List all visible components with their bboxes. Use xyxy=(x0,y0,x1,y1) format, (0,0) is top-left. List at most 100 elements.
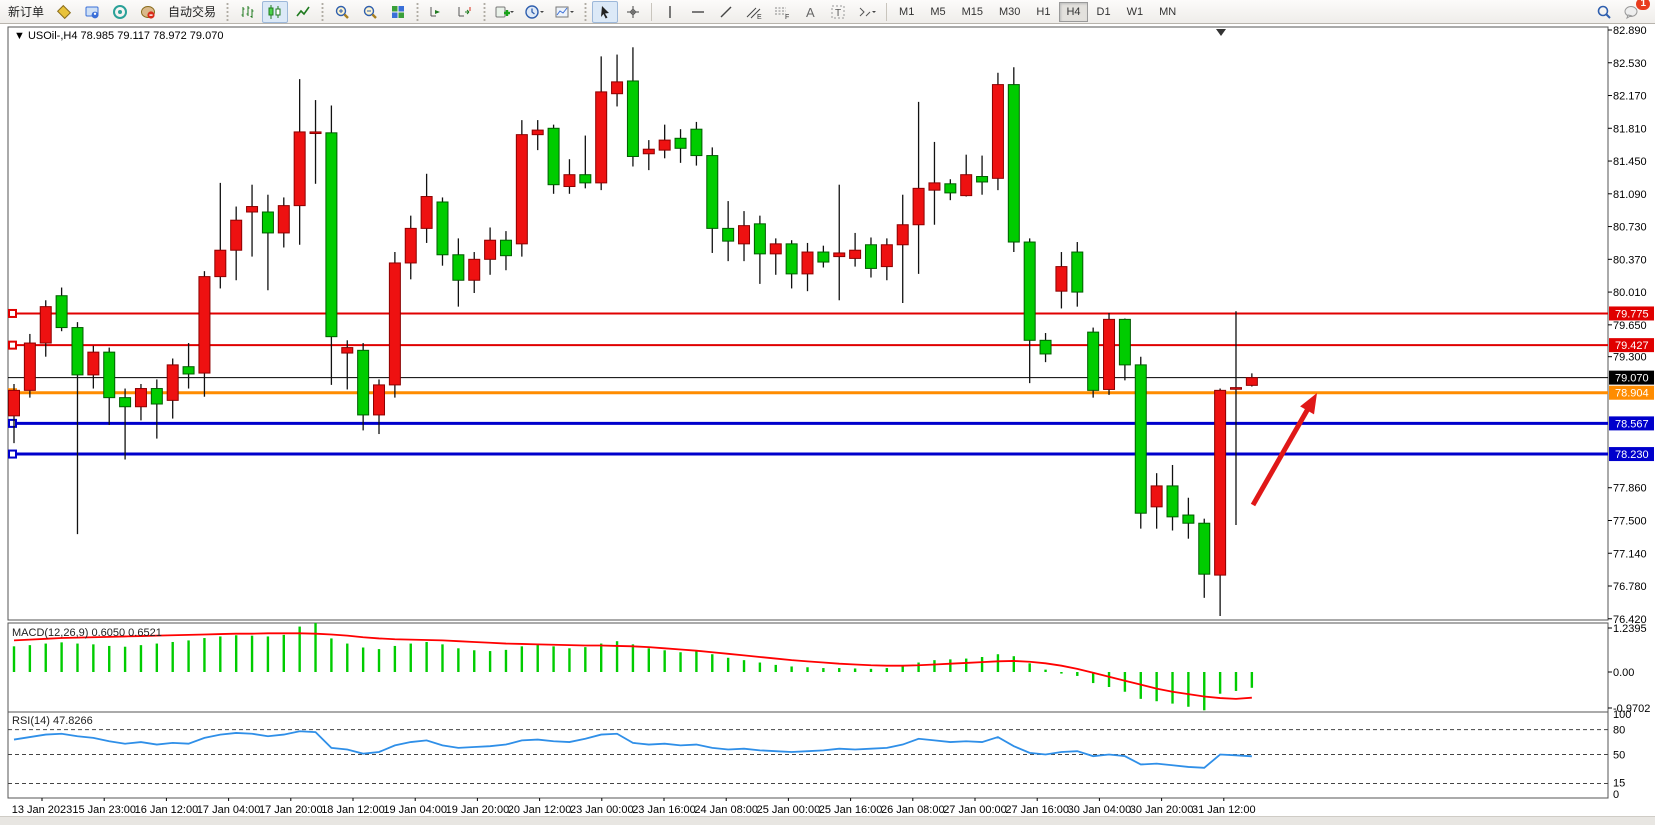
svg-text:76.780: 76.780 xyxy=(1613,581,1647,593)
price-level-lines[interactable]: 79.775 79.427 79.070 78.904 78.567 78.230 xyxy=(8,306,1654,462)
status-strip xyxy=(0,816,1655,825)
timeframe-m5[interactable]: M5 xyxy=(930,5,946,18)
vertical-line-icon[interactable] xyxy=(657,1,683,23)
svg-text:82.890: 82.890 xyxy=(1613,25,1647,37)
svg-text:50: 50 xyxy=(1613,750,1625,762)
svg-text:27 Jan 16:00: 27 Jan 16:00 xyxy=(1005,804,1069,816)
svg-text:30 Jan 20:00: 30 Jan 20:00 xyxy=(1130,804,1194,816)
price-axis[interactable]: 82.890 82.530 82.170 81.810 81.450 81.090 80.7… xyxy=(1608,25,1647,626)
timeframe-m30[interactable]: M30 xyxy=(999,5,1021,18)
svg-text:0.00: 0.00 xyxy=(1613,667,1634,679)
toolbar-grip xyxy=(583,2,589,21)
svg-text:15 Jan 23:00: 15 Jan 23:00 xyxy=(72,804,136,816)
svg-text:19 Jan 04:00: 19 Jan 04:00 xyxy=(383,804,447,816)
svg-text:81.090: 81.090 xyxy=(1613,189,1647,201)
trend-arrow-annotation[interactable] xyxy=(1250,393,1317,507)
period-icon[interactable] xyxy=(521,1,549,23)
add-chart-icon[interactable] xyxy=(491,1,519,23)
svg-text:80.730: 80.730 xyxy=(1613,222,1647,234)
timeframe-h1[interactable]: H1 xyxy=(1036,5,1051,18)
svg-text:79.070: 79.070 xyxy=(1615,373,1649,385)
timeframe-w1[interactable]: W1 xyxy=(1126,5,1144,18)
timeframe-group: M1 M5 M15 M30 H1 H4 D1 W1 MN xyxy=(891,1,1184,22)
svg-text:100: 100 xyxy=(1613,709,1631,721)
svg-text:18 Jan 12:00: 18 Jan 12:00 xyxy=(321,804,385,816)
svg-text:81.810: 81.810 xyxy=(1613,123,1647,135)
crosshair-icon[interactable] xyxy=(620,1,646,23)
svg-text:79.300: 79.300 xyxy=(1613,352,1647,364)
market-watch-icon[interactable] xyxy=(51,1,77,23)
text-icon[interactable]: A xyxy=(797,1,823,23)
svg-text:78.567: 78.567 xyxy=(1615,418,1649,430)
timeframe-mn[interactable]: MN xyxy=(1159,5,1177,18)
toolbar-grip xyxy=(415,2,421,21)
svg-text:1.2395: 1.2395 xyxy=(1613,623,1647,635)
svg-text:81.450: 81.450 xyxy=(1613,156,1647,168)
candles-layer xyxy=(8,47,1258,617)
signals-icon[interactable] xyxy=(107,1,133,23)
svg-text:30 Jan 04:00: 30 Jan 04:00 xyxy=(1068,804,1132,816)
svg-text:A: A xyxy=(806,5,815,20)
chart-shift-icon[interactable] xyxy=(452,1,478,23)
tile-windows-icon[interactable] xyxy=(385,1,411,23)
bar-chart-icon[interactable] xyxy=(234,1,260,23)
toolbar-separator xyxy=(651,2,653,21)
svg-text:15: 15 xyxy=(1613,778,1625,790)
chart-window[interactable]: 82.890 82.530 82.170 81.810 81.450 81.090 80.7… xyxy=(0,24,1655,824)
timeframe-d1[interactable]: D1 xyxy=(1096,5,1111,18)
autotrading-icon[interactable] xyxy=(135,1,161,23)
svg-text:80.370: 80.370 xyxy=(1613,254,1647,266)
svg-text:80: 80 xyxy=(1613,725,1625,737)
text-label-icon[interactable]: T xyxy=(825,1,851,23)
svg-text:78.904: 78.904 xyxy=(1615,388,1649,400)
svg-text:-0.9702: -0.9702 xyxy=(1613,703,1650,715)
timeframe-h4[interactable]: H4 xyxy=(1059,1,1088,22)
svg-text:79.427: 79.427 xyxy=(1615,340,1649,352)
svg-text:76.420: 76.420 xyxy=(1613,614,1647,626)
svg-text:27 Jan 00:00: 27 Jan 00:00 xyxy=(943,804,1007,816)
svg-text:79.650: 79.650 xyxy=(1613,320,1647,332)
toolbar-grip xyxy=(482,2,488,21)
svg-text:13 Jan 2023: 13 Jan 2023 xyxy=(12,804,73,816)
candlestick-chart-icon[interactable] xyxy=(262,0,289,23)
fibonacci-icon[interactable]: F xyxy=(769,1,795,23)
timeframe-m15[interactable]: M15 xyxy=(961,5,983,18)
macd-panel: MACD(12,26,9) 0.6050 0.6521 1.2395 0.00 -0.… xyxy=(12,623,1650,715)
svg-text:0: 0 xyxy=(1613,789,1619,801)
svg-text:17 Jan 04:00: 17 Jan 04:00 xyxy=(197,804,261,816)
zoom-out-icon[interactable] xyxy=(357,1,383,23)
svg-text:77.860: 77.860 xyxy=(1613,483,1647,495)
template-icon[interactable] xyxy=(551,1,579,23)
svg-text:23 Jan 00:00: 23 Jan 00:00 xyxy=(570,804,634,816)
timeframe-m1[interactable]: M1 xyxy=(899,5,915,18)
svg-text:19 Jan 20:00: 19 Jan 20:00 xyxy=(446,804,510,816)
svg-text:16 Jan 12:00: 16 Jan 12:00 xyxy=(135,804,199,816)
toolbar-grip xyxy=(225,2,231,21)
auto-scroll-icon[interactable] xyxy=(424,1,450,23)
zoom-in-icon[interactable] xyxy=(329,1,355,23)
new-order-button[interactable]: 新订单 xyxy=(8,5,45,19)
shift-marker-icon[interactable] xyxy=(1216,29,1226,36)
cursor-icon[interactable] xyxy=(592,0,619,23)
svg-text:78.230: 78.230 xyxy=(1615,449,1649,461)
equidistant-channel-icon[interactable]: E xyxy=(741,1,767,23)
svg-text:31 Jan 12:00: 31 Jan 12:00 xyxy=(1192,804,1256,816)
arrows-icon[interactable] xyxy=(853,1,881,23)
toolbar-grip xyxy=(320,2,326,21)
panel-frames xyxy=(7,26,1609,799)
svg-text:24 Jan 08:00: 24 Jan 08:00 xyxy=(694,804,758,816)
horizontal-line-icon[interactable] xyxy=(685,1,711,23)
terminal-icon[interactable] xyxy=(79,1,105,23)
search-icon[interactable] xyxy=(1591,1,1617,23)
chat-icon[interactable]: 1 xyxy=(1619,0,1650,23)
svg-text:77.500: 77.500 xyxy=(1613,515,1647,527)
trendline-icon[interactable] xyxy=(713,1,739,23)
autotrading-button[interactable]: 自动交易 xyxy=(168,5,217,19)
notification-badge: 1 xyxy=(1636,0,1650,10)
svg-text:82.170: 82.170 xyxy=(1613,91,1647,103)
svg-text:25 Jan 16:00: 25 Jan 16:00 xyxy=(819,804,883,816)
chart-canvas[interactable]: 82.890 82.530 82.170 81.810 81.450 81.090 80.7… xyxy=(0,24,1655,824)
svg-text:23 Jan 16:00: 23 Jan 16:00 xyxy=(632,804,696,816)
line-chart-icon[interactable] xyxy=(290,1,316,23)
